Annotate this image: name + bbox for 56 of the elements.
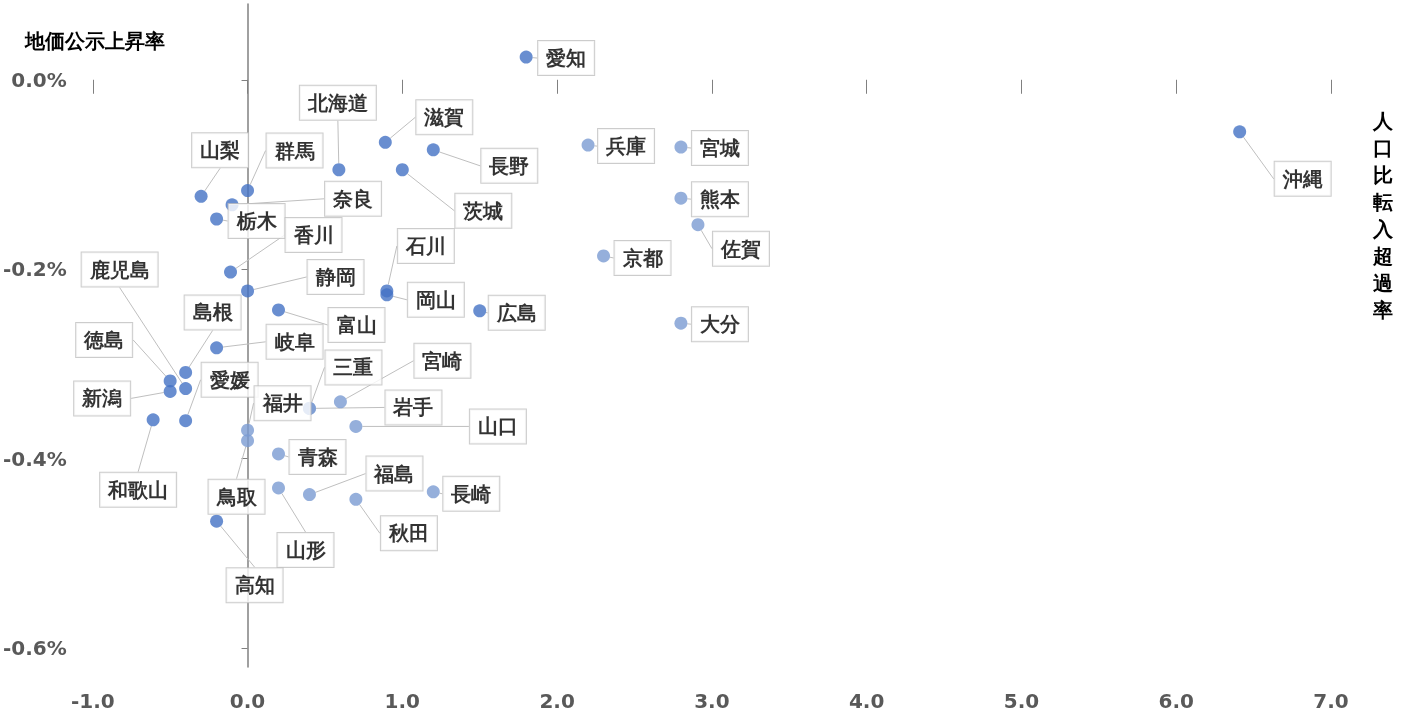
y-tick-label: -0.2% (2, 257, 67, 282)
x-tick-label: -1.0 (70, 689, 115, 711)
x-tick-label: 0.0 (229, 689, 266, 711)
x-tick-label: 3.0 (694, 689, 730, 711)
annotation: 島根 (192, 300, 234, 325)
annotation: 宮城 (699, 136, 740, 161)
y-tick-label: -0.4% (2, 446, 67, 471)
annotation: 鳥取 (215, 484, 258, 509)
y-axis-title: 地価公示上昇率 (25, 28, 165, 55)
annotation: 長野 (488, 153, 530, 178)
x-axis-title: 人口比転入超過率 (1372, 108, 1394, 324)
annotation: 滋賀 (423, 105, 465, 130)
annotation: 富山 (336, 312, 377, 337)
annotation: 石川 (404, 233, 446, 258)
annotation: 岡山 (415, 287, 456, 312)
annotation: 三重 (333, 355, 374, 380)
annotation: 高知 (234, 573, 275, 598)
annotation: 秋田 (387, 521, 429, 546)
annotation: 和歌山 (107, 477, 169, 502)
y-tick-label: 0.0% (11, 67, 67, 92)
annotation: 福井 (261, 391, 303, 416)
annotation: 沖縄 (1281, 166, 1323, 191)
x-tick-label: 5.0 (1003, 689, 1040, 711)
annotation: 山形 (285, 537, 326, 562)
x-tick-label: 6.0 (1158, 689, 1194, 711)
x-tick-label: 2.0 (539, 689, 575, 711)
annotation: 福島 (373, 461, 415, 486)
annotation: 栃木 (235, 209, 278, 233)
annotation: 広島 (495, 300, 537, 325)
annotation: 岩手 (392, 395, 434, 420)
y-tick-label: -0.6% (2, 636, 67, 661)
annotation: 群馬 (273, 138, 315, 163)
annotation: 青森 (296, 444, 339, 469)
x-tick-label: 7.0 (1313, 689, 1349, 711)
annotation: 愛知 (546, 46, 587, 71)
annotation: 山口 (477, 414, 518, 439)
annotation: 熊本 (699, 187, 741, 212)
x-tick-label: 4.0 (848, 689, 885, 711)
annotation: 鹿児島 (88, 257, 150, 282)
annotation: 宮崎 (422, 348, 463, 373)
annotation: 佐賀 (719, 236, 761, 261)
x-tick-label: 1.0 (384, 689, 421, 711)
annotation: 徳島 (83, 327, 125, 352)
annotation: 北海道 (306, 90, 368, 115)
annotation: 静岡 (314, 264, 356, 289)
annotation: 兵庫 (605, 134, 647, 159)
annotation: 岐阜 (274, 329, 315, 354)
annotation: 大分 (699, 312, 741, 337)
annotation: 新潟 (81, 386, 123, 411)
annotation: 京都 (621, 245, 663, 270)
annotation: 奈良 (332, 186, 374, 211)
annotation: 香川 (292, 223, 334, 248)
annotation: 長崎 (450, 481, 492, 506)
annotation: 茨城 (462, 198, 504, 223)
annotation: 山梨 (200, 138, 241, 163)
annotation: 愛媛 (209, 367, 250, 392)
